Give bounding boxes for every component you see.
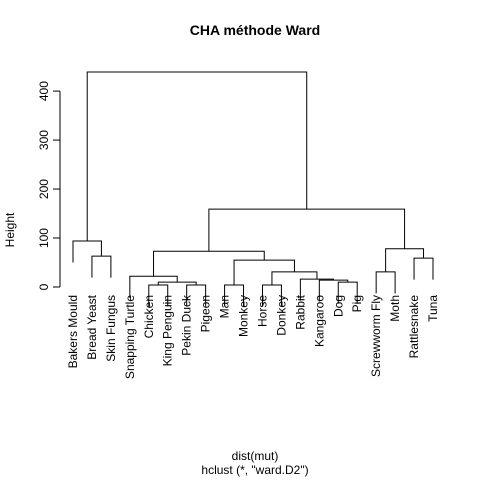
leaf-label: Rabbit <box>293 294 307 329</box>
leaf-label: Skin Fungus <box>104 295 118 362</box>
leaf-label: Pigeon <box>199 295 213 332</box>
dendrogram-link <box>337 281 358 304</box>
subtitle: hclust (*, "ward.D2") <box>201 463 308 477</box>
y-tick-label: 300 <box>37 130 51 150</box>
leaf-label: Pig <box>350 295 364 312</box>
dendrogram-link <box>413 257 434 280</box>
dendrogram-link <box>208 208 406 252</box>
dendrogram-link <box>91 255 112 278</box>
leaf-label: Screwworm Fly <box>369 295 383 377</box>
leaf-label: Man <box>218 295 232 318</box>
leaf-label: Tuna <box>426 295 440 322</box>
dendrogram-link <box>86 71 308 241</box>
leaf-label: Bread Yeast <box>85 294 99 359</box>
leaf-label: Chicken <box>142 295 156 338</box>
dendrogram-link <box>72 240 102 263</box>
y-tick-label: 400 <box>37 81 51 101</box>
dendrogram-link <box>271 271 318 286</box>
dendrogram-link <box>129 275 178 298</box>
leaf-label: Bakers Mould <box>66 295 80 368</box>
x-axis-label: dist(mut) <box>232 449 279 463</box>
leaf-label: Dog <box>331 295 345 317</box>
leaf-label: Kangaroo <box>312 295 326 347</box>
dendrogram-link <box>375 271 396 294</box>
dendrogram-link <box>153 250 265 277</box>
leaf-label: Pekin Duck <box>180 294 194 356</box>
leaf-label: Snapping Turtle <box>123 295 137 379</box>
y-tick-label: 100 <box>37 228 51 248</box>
dendrogram-link <box>157 281 197 286</box>
dendrogram-link <box>385 248 425 272</box>
y-tick-label: 0 <box>37 283 51 290</box>
leaf-label: Moth <box>388 295 402 322</box>
dendrogram-link <box>233 259 295 286</box>
leaf-label: Horse <box>255 295 269 327</box>
leaf-label: Rattlesnake <box>407 295 421 359</box>
y-tick-label: 200 <box>37 179 51 199</box>
chart-title: CHA méthode Ward <box>190 22 320 38</box>
leaf-label: King Penguin <box>161 295 175 366</box>
leaf-label: Donkey <box>274 295 288 336</box>
leaf-label: Monkey <box>237 295 251 337</box>
y-axis-label: Height <box>3 212 17 247</box>
